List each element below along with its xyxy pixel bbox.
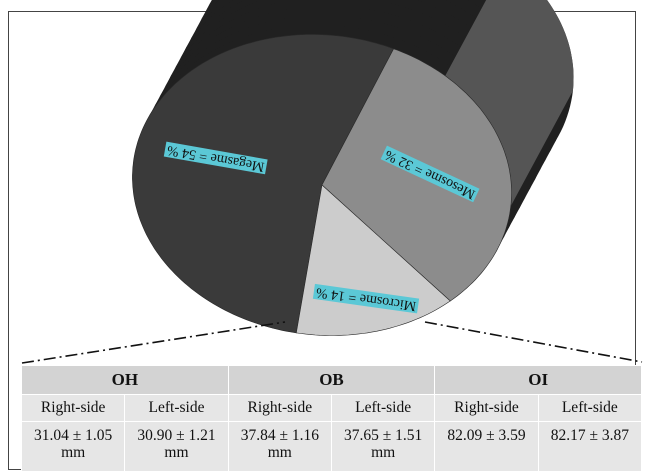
cell-unit: mm (267, 444, 292, 462)
side-header: Right-side (20, 394, 126, 422)
cell-unit: mm (164, 444, 189, 462)
cell-value: 37.65 ± 1.51 (344, 427, 423, 444)
pointer-line-right (424, 321, 643, 363)
value-cell: 37.84 ± 1.16 mm (227, 421, 332, 472)
group-oh: OH (21, 365, 229, 395)
side-header-row: Right-side Left-side Right-side Left-sid… (20, 394, 643, 422)
side-header: Left-side (124, 394, 229, 422)
slice-label-box (312, 283, 420, 314)
cell-value: 82.17 ± 3.87 (550, 427, 629, 444)
value-cell: 37.65 ± 1.51 mm (330, 421, 436, 472)
side-header: Right-side (227, 394, 332, 422)
pointer-lines (21, 321, 643, 364)
side-header: Right-side (434, 394, 539, 422)
group-oi: OI (434, 365, 642, 395)
value-cell: 82.09 ± 3.59 (434, 421, 539, 472)
pie-rim-side (445, 0, 574, 206)
side-header: Left-side (537, 394, 643, 422)
group-header-row: OH OB OI (21, 365, 642, 395)
group-ob: OB (227, 365, 436, 395)
pointer-line-left (21, 321, 286, 364)
value-cell: 31.04 ± 1.05 mm (20, 421, 126, 472)
value-cell: 82.17 ± 3.87 (537, 421, 643, 472)
cell-unit: mm (371, 444, 396, 462)
cell-value: 37.84 ± 1.16 (240, 427, 319, 444)
side-header: Left-side (330, 394, 436, 422)
stats-table: OH OB OI Right-side Left-side Right-side… (20, 365, 643, 472)
cell-unit: mm (61, 444, 86, 462)
slice-label-box (380, 145, 480, 203)
cell-value: 31.04 ± 1.05 (34, 427, 113, 444)
pie-slice (132, 34, 395, 334)
value-row: 31.04 ± 1.05 mm 30.90 ± 1.21 mm 37.84 ± 1.… (20, 421, 643, 472)
cell-value: 30.90 ± 1.21 (137, 427, 216, 444)
value-cell: 30.90 ± 1.21 mm (124, 421, 229, 472)
slice-label-box (163, 141, 268, 175)
cell-value: 82.09 ± 3.59 (447, 427, 526, 444)
